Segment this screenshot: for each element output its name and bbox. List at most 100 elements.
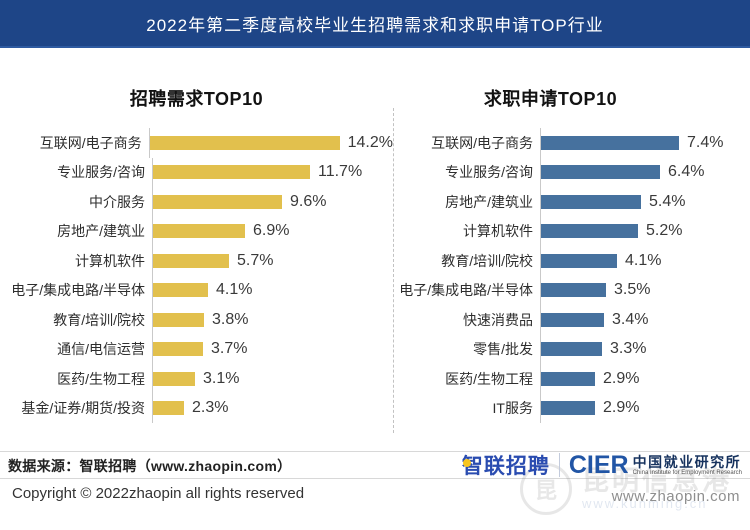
category-label: IT服务 [492,400,533,417]
category-label: 计算机软件 [463,223,533,240]
cier-name-stack: 中国就业研究所 China Institute for Employment R… [633,454,742,477]
bar-row: 基金/证券/期货/投资 2.3% [0,393,393,423]
bar [153,194,282,209]
cier-chinese-name: 中国就业研究所 [632,453,742,470]
brand-logos: 智联招聘 CIER 中国就业研究所 China Institute for Em… [462,452,742,478]
category-label: 专业服务/咨询 [445,164,533,181]
category-label: 中介服务 [89,193,145,210]
bar-zone: 4.1% [540,246,750,276]
bar [153,165,310,180]
bar [153,224,245,239]
footer-divider-bottom [0,478,750,479]
value-label: 2.3% [192,399,229,417]
bar [541,401,595,416]
bar [153,253,229,268]
bar-zone: 2.3% [152,393,393,423]
chart-divider-line [393,108,394,433]
value-label: 2.9% [603,399,640,417]
bar-zone: 2.9% [540,364,750,394]
bar [153,342,203,357]
category-label: 互联网/电子商务 [431,134,533,151]
category-label: 快速消费品 [463,311,533,328]
bar [541,371,595,386]
chart-job-applications: 求职申请TOP10 互联网/电子商务 7.4% 专业服务/咨询 6.4% 房地产/建筑业… [393,47,750,423]
bar-zone: 11.7% [152,157,393,187]
cier-acronym: CIER [568,450,629,479]
category-label: 医药/生物工程 [445,370,533,387]
bar-row: 互联网/电子商务 7.4% [393,128,750,158]
bar-row: 专业服务/咨询 11.7% [0,157,393,187]
cier-logo: CIER 中国就业研究所 China Institute for Employm… [568,450,742,479]
bar-zone: 7.4% [540,128,750,158]
bar-row: 教育/培训/院校 3.8% [0,305,393,335]
bar-row: 通信/电信运营 3.7% [0,334,393,364]
category-label: 通信/电信运营 [57,341,145,358]
bar [541,283,606,298]
cier-english-name: China Institute for Employment Research [632,469,742,476]
bar-row: 中介服务 9.6% [0,187,393,217]
bar-zone: 3.8% [152,305,393,335]
value-label: 14.2% [347,133,393,151]
bar-zone: 5.4% [540,187,750,217]
value-label: 3.3% [610,340,647,358]
bar [541,312,604,327]
footer-divider-top [0,451,750,452]
bar-row: 专业服务/咨询 6.4% [393,157,750,187]
bar-zone: 6.9% [152,216,393,246]
category-label: 互联网/电子商务 [39,134,142,151]
value-label: 3.4% [612,310,649,328]
value-label: 9.6% [290,192,327,210]
bar [153,371,195,386]
bar-zone: 6.4% [540,157,750,187]
category-label: 计算机软件 [75,252,145,269]
value-label: 3.7% [211,340,248,358]
value-label: 4.1% [216,281,253,299]
bar-row: 快速消费品 3.4% [393,305,750,335]
bar-zone: 3.5% [540,275,750,305]
category-label: 医药/生物工程 [57,370,145,387]
bar-row: 房地产/建筑业 5.4% [393,187,750,217]
bar-zone: 3.4% [540,305,750,335]
zhaopin-logo: 智联招聘 [462,450,550,480]
bar-row: 医药/生物工程 2.9% [393,364,750,394]
bar-row: 电子/集成电路/半导体 3.5% [393,275,750,305]
bar-row: 房地产/建筑业 6.9% [0,216,393,246]
bar-row: IT服务 2.9% [393,393,750,423]
bar-row: 计算机软件 5.7% [0,246,393,276]
bar-zone: 3.7% [152,334,393,364]
value-label: 5.4% [649,192,686,210]
bar-row: 电子/集成电路/半导体 4.1% [0,275,393,305]
bar-rows-recruitment: 互联网/电子商务 14.2% 专业服务/咨询 11.7% 中介服务 9.6% 房地产/建筑业… [0,128,393,423]
bar-row: 医药/生物工程 3.1% [0,364,393,394]
chart-recruitment-demand: 招聘需求TOP10 互联网/电子商务 14.2% 专业服务/咨询 11.7% 中介服务 9… [0,47,393,423]
value-label: 3.1% [203,369,240,387]
bar-row: 计算机软件 5.2% [393,216,750,246]
value-label: 3.5% [614,281,651,299]
value-label: 7.4% [687,133,724,151]
main-title: 2022年第二季度高校毕业生招聘需求和求职申请TOP行业 [146,15,604,35]
value-label: 5.2% [646,222,683,240]
bar-row: 互联网/电子商务 14.2% [0,128,393,158]
bar [541,194,641,209]
bar-zone: 5.7% [152,246,393,276]
bar [541,165,660,180]
bar-rows-applications: 互联网/电子商务 7.4% 专业服务/咨询 6.4% 房地产/建筑业 5.4% 计算机软件 5… [393,128,750,423]
bar-row: 零售/批发 3.3% [393,334,750,364]
bar [541,253,617,268]
bar-zone: 5.2% [540,216,750,246]
value-label: 3.8% [212,310,249,328]
bar [541,135,679,150]
category-label: 教育/培训/院校 [441,252,533,269]
category-label: 房地产/建筑业 [445,193,533,210]
category-label: 专业服务/咨询 [57,164,145,181]
category-label: 电子/集成电路/半导体 [399,282,533,299]
chart-title-applications: 求职申请TOP10 [483,89,618,109]
bar [541,342,602,357]
value-label: 5.7% [237,251,274,269]
zhaopin-logo-text: 智联招聘 [461,455,550,478]
bar-zone: 14.2% [148,128,393,158]
bar [153,401,184,416]
category-label: 房地产/建筑业 [57,223,145,240]
bar [153,283,208,298]
bar [541,224,638,239]
